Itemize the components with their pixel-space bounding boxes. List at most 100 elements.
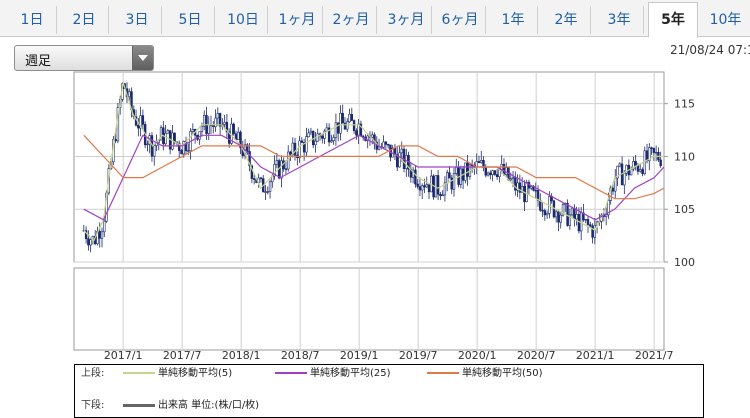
candle-body	[214, 117, 217, 128]
candle-body	[355, 130, 358, 136]
candle-body	[207, 124, 210, 134]
candle-body	[323, 130, 326, 139]
candle-body	[589, 224, 592, 227]
candle-body	[491, 170, 494, 176]
candle-body	[287, 151, 290, 170]
candle-body	[516, 182, 519, 191]
candle-body	[114, 139, 117, 142]
candle-body	[386, 144, 390, 146]
candle-body	[541, 209, 544, 212]
candle-body	[623, 172, 626, 186]
candle-body	[212, 125, 215, 128]
candle-body	[377, 146, 381, 150]
candle-body	[511, 177, 515, 180]
candle-body	[202, 115, 206, 127]
tab-5[interactable]: 1ヶ月	[272, 6, 323, 34]
candle-body	[246, 144, 249, 152]
candle-body	[180, 150, 183, 155]
candle-body	[191, 129, 195, 132]
candle-body	[629, 168, 633, 176]
tab-8[interactable]: 6ヶ月	[435, 6, 486, 34]
candle-body	[89, 239, 92, 246]
candle-body	[534, 189, 537, 192]
interval-select[interactable]: 週足	[14, 45, 154, 71]
candle-body	[239, 131, 242, 149]
candle-body	[464, 162, 467, 181]
candle-body	[448, 172, 451, 179]
candle-body	[591, 225, 594, 238]
candle-body	[480, 160, 483, 163]
tab-4[interactable]: 10日	[219, 6, 268, 34]
tab-12[interactable]: 5年	[648, 2, 698, 38]
candle-body	[405, 155, 408, 169]
tab-6[interactable]: 2ヶ月	[326, 6, 377, 34]
candle-body	[593, 224, 597, 238]
tab-10[interactable]: 2年	[542, 6, 591, 34]
candle-body	[416, 183, 419, 187]
candle-body	[570, 207, 574, 216]
candle-body	[346, 121, 349, 130]
legend-upper-row: 上段: 単純移動平均(5) 単純移動平均(25) 単純移動平均(50)	[81, 367, 543, 381]
candle-body	[466, 162, 469, 177]
candle-body	[232, 123, 235, 135]
candle-body	[554, 211, 558, 218]
candle-body	[439, 194, 442, 196]
candle-body	[611, 187, 615, 192]
candle-body	[641, 169, 644, 175]
candle-body	[477, 161, 481, 163]
candle-body	[96, 231, 99, 245]
tab-1[interactable]: 2日	[60, 6, 109, 34]
candle-body	[300, 140, 304, 143]
candle-body	[575, 213, 578, 220]
tab-2[interactable]: 3日	[113, 6, 162, 34]
tab-9[interactable]: 1年	[489, 6, 538, 34]
chevron-down-icon	[132, 46, 153, 70]
candle-body	[452, 173, 456, 190]
candle-body	[650, 147, 653, 149]
legend-upper-label: 上段:	[81, 368, 105, 379]
legend-label-volume: 出来高 単位:(株/口/枚)	[158, 400, 260, 411]
candle-body	[520, 186, 524, 193]
price-chart: 2017/1 2017/7 2018/1 2018/7 2019/1 2019/7 2020…	[73, 71, 695, 362]
candle-body	[618, 163, 621, 167]
candle-body	[639, 169, 642, 172]
candle-body	[341, 112, 344, 124]
tab-7[interactable]: 3ヶ月	[381, 6, 432, 34]
candle-body	[441, 194, 444, 197]
candle-body	[316, 133, 319, 142]
tab-0[interactable]: 1日	[8, 6, 57, 34]
candle-body	[518, 182, 522, 193]
candle-body	[321, 135, 324, 139]
x-tick-label: 2020/7	[517, 349, 556, 362]
candle-body	[632, 161, 635, 170]
volume-panel	[73, 267, 665, 351]
candle-body	[327, 127, 331, 143]
legend-swatch-ma5	[123, 372, 155, 374]
candle-body	[384, 141, 388, 145]
candle-body	[248, 151, 251, 167]
candle-body	[652, 147, 656, 153]
candle-body	[514, 177, 517, 191]
candle-body	[182, 141, 185, 155]
candle-body	[523, 186, 526, 203]
candle-body	[343, 122, 347, 130]
candle-body	[166, 130, 170, 134]
ma-line-2	[83, 134, 665, 200]
candle-body	[100, 231, 104, 239]
x-tick-label: 2018/1	[222, 349, 261, 362]
candle-body	[307, 132, 310, 137]
legend-lower-row: 下段: 出来高 単位:(株/口/枚)	[81, 399, 259, 413]
candle-body	[455, 167, 458, 174]
candle-body	[141, 115, 145, 125]
candle-body	[339, 112, 342, 134]
candle-body	[423, 185, 426, 188]
candle-body	[398, 152, 401, 168]
candle-body	[493, 170, 497, 175]
tab-3[interactable]: 5日	[166, 6, 215, 34]
tab-11[interactable]: 3年	[595, 6, 644, 34]
candle-body	[421, 185, 424, 191]
candle-body	[87, 238, 90, 246]
tab-13[interactable]: 10年	[701, 6, 750, 34]
candle-body	[382, 141, 385, 148]
x-tick-label: 2021/7	[635, 349, 674, 362]
